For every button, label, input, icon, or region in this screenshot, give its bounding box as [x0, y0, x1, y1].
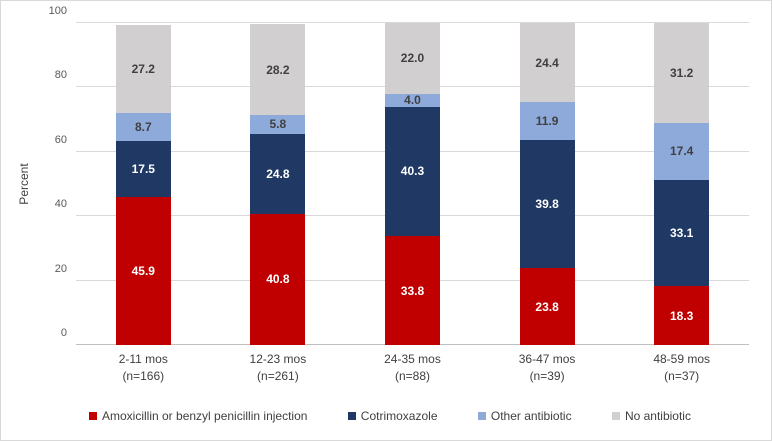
bar-segment: 8.7: [115, 112, 171, 141]
bar-slot: 23.8 39.8 11.9 24.4: [480, 23, 615, 345]
bar-segment: 17.4: [654, 123, 710, 180]
bar-segment: 22.0: [384, 23, 440, 94]
legend-item: Other antibiotic: [477, 409, 572, 423]
bar-segment: 27.2: [115, 25, 171, 113]
bar-segment: 4.0: [384, 93, 440, 108]
legend-swatch-icon: [611, 412, 620, 420]
category-age-range: 2-11 mos: [118, 352, 168, 366]
bar-segment: 17.5: [115, 140, 171, 198]
bar-slot: 33.8 40.3 4.0 22.0: [345, 23, 480, 345]
value-label: 28.2: [266, 62, 290, 77]
y-tick-label: 20: [54, 262, 67, 275]
y-tick-label: 80: [54, 69, 67, 82]
category-age-range: 36-47 mos: [518, 352, 576, 366]
category-sample-size: (n=261): [257, 369, 299, 384]
bar-stack: 23.8 39.8 11.9 24.4: [519, 23, 575, 345]
bar-segment: 33.1: [654, 179, 710, 287]
gridline: [76, 22, 749, 23]
legend: Amoxicillin or benzyl penicillin injecti…: [89, 409, 691, 423]
bar-segment: 11.9: [519, 101, 575, 141]
value-label: 4.0: [404, 93, 421, 108]
category-label: 36-47 mos (n=39): [480, 351, 615, 386]
bar-segment: 24.8: [250, 133, 306, 214]
bar-stack: 33.8 40.3 4.0 22.0: [384, 23, 440, 345]
value-label: 24.4: [535, 55, 559, 70]
bar-stack: 45.9 17.5 8.7 27.2: [115, 23, 171, 345]
value-label: 33.1: [669, 225, 694, 240]
legend-item: Amoxicillin or benzyl penicillin injecti…: [89, 409, 307, 423]
bar-stack: 40.8 24.8 5.8 28.2: [250, 23, 306, 345]
legend-label: Cotrimoxazole: [360, 409, 438, 423]
y-tick-label: 60: [54, 133, 67, 146]
bar-slot: 18.3 33.1 17.4 31.2: [614, 23, 749, 345]
bar-segment: 39.8: [519, 140, 575, 269]
bar-segment: 40.3: [384, 106, 440, 237]
x-axis-labels: 2-11 mos (n=166) 12-23 mos (n=261) 24-35 mos…: [76, 351, 749, 386]
category-label: 48-59 mos (n=37): [614, 351, 749, 386]
bar-segment: 28.2: [250, 24, 306, 116]
legend-label: Amoxicillin or benzyl penicillin injecti…: [102, 409, 308, 423]
value-label: 33.8: [400, 283, 425, 298]
value-label: 24.8: [266, 166, 290, 181]
value-label: 11.9: [535, 114, 559, 129]
value-label: 45.9: [131, 264, 155, 279]
category-age-range: 48-59 mos: [653, 352, 711, 366]
plot-area: 0 20 40 60 80 100 45.9 17.5 8.7 27.2 40.8 24.8 5.8 2…: [49, 5, 749, 345]
category-sample-size: (n=39): [529, 369, 565, 384]
legend-label: Other antibiotic: [490, 409, 572, 423]
legend-swatch-icon: [89, 412, 97, 420]
category-age-range: 24-35 mos: [384, 352, 441, 366]
bar-segment: 24.4: [519, 23, 575, 102]
bar-segment: 18.3: [654, 286, 710, 345]
value-label: 23.8: [535, 299, 559, 314]
bar-segment: 45.9: [115, 197, 171, 345]
value-label: 17.4: [669, 144, 694, 159]
legend-item: No antibiotic: [611, 409, 691, 423]
value-label: 39.8: [535, 197, 559, 212]
bar-segment: 31.2: [654, 23, 710, 124]
category-age-range: 12-23 mos: [249, 352, 307, 366]
value-label: 40.8: [266, 272, 290, 287]
y-tick-label: 0: [60, 327, 67, 339]
value-label: 22.0: [400, 51, 425, 66]
category-label: 24-35 mos (n=88): [345, 351, 480, 386]
y-tick-label: 100: [48, 5, 67, 17]
bar-slot: 40.8 24.8 5.8 28.2: [211, 23, 346, 345]
bar-segment: 33.8: [384, 236, 440, 345]
value-label: 18.3: [669, 308, 694, 323]
value-label: 8.7: [134, 119, 152, 134]
category-label: 2-11 mos (n=166): [76, 351, 211, 386]
legend-item: Cotrimoxazole: [347, 409, 438, 423]
bars-row: 45.9 17.5 8.7 27.2 40.8 24.8 5.8 28.2 33.8 40.3 4.…: [76, 23, 749, 345]
value-label: 5.8: [269, 117, 287, 132]
legend-swatch-icon: [477, 412, 486, 420]
category-sample-size: (n=37): [664, 369, 700, 384]
bar-segment: 23.8: [519, 268, 575, 345]
legend-label: No antibiotic: [624, 409, 691, 423]
legend-swatch-icon: [347, 412, 356, 420]
bar-slot: 45.9 17.5 8.7 27.2: [76, 23, 211, 345]
bar-segment: 5.8: [250, 115, 306, 134]
value-label: 31.2: [669, 66, 694, 81]
bar-segment: 40.8: [250, 213, 306, 345]
bar-stack: 18.3 33.1 17.4 31.2: [654, 23, 710, 345]
value-label: 17.5: [131, 162, 155, 177]
value-label: 27.2: [131, 62, 155, 77]
value-label: 40.3: [400, 164, 425, 179]
category-label: 12-23 mos (n=261): [211, 351, 346, 386]
category-sample-size: (n=166): [122, 369, 165, 384]
y-tick-label: 40: [54, 198, 67, 211]
category-sample-size: (n=88): [394, 369, 430, 384]
